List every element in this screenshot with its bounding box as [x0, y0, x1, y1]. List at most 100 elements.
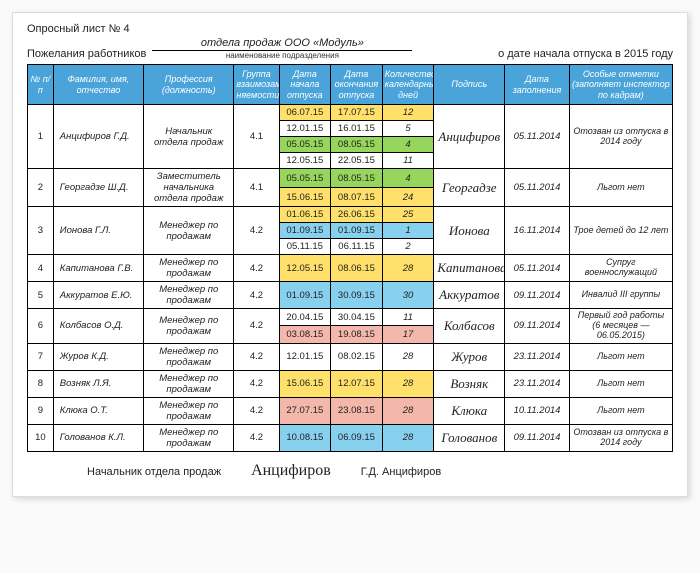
table-row: 10Голованов К.Л.Менеджер по продажам4.21…	[28, 424, 673, 451]
cell: 09.11.2014	[505, 282, 570, 309]
cell: 05.05.15	[279, 169, 331, 188]
cell: Ионова Г.Л.	[53, 207, 143, 255]
cell: 4.2	[234, 424, 279, 451]
table-row: 5Аккуратов Е.Ю.Менеджер по продажам4.201…	[28, 282, 673, 309]
table-row: 7Журов К.Д.Менеджер по продажам4.212.01.…	[28, 343, 673, 370]
cell: 08.06.15	[331, 255, 383, 282]
table-row: 9Клюка О.Т.Менеджер по продажам4.227.07.…	[28, 397, 673, 424]
cell: Георгадзе Ш.Д.	[53, 169, 143, 207]
col-pos: Профессия (должность)	[144, 65, 234, 105]
cell: Журов	[434, 343, 505, 370]
cell: 17	[382, 326, 434, 343]
cell: 4.2	[234, 282, 279, 309]
col-end: Дата окончания отпуска	[331, 65, 383, 105]
cell: 23.11.2014	[505, 343, 570, 370]
cell: 4	[28, 255, 54, 282]
cell: 12	[382, 105, 434, 121]
cell: Журов К.Д.	[53, 343, 143, 370]
cell: Ионова	[434, 207, 505, 255]
department-name: отдела продаж ООО «Модуль»	[152, 37, 412, 51]
cell: 5	[382, 121, 434, 137]
cell: 06.11.15	[331, 239, 383, 255]
cell: 17.07.15	[331, 105, 383, 121]
cell: 08.07.15	[331, 188, 383, 207]
cell: Возняк Л.Я.	[53, 370, 143, 397]
cell: 20.04.15	[279, 309, 331, 326]
cell: Колбасов	[434, 309, 505, 344]
cell: 4.1	[234, 105, 279, 169]
cell: 8	[28, 370, 54, 397]
cell: 6	[28, 309, 54, 344]
cell: Льгот нет	[569, 343, 672, 370]
cell: 12.05.15	[279, 153, 331, 169]
cell: 3	[28, 207, 54, 255]
cell: 10.11.2014	[505, 397, 570, 424]
cell: 27.07.15	[279, 397, 331, 424]
cell: Клюка О.Т.	[53, 397, 143, 424]
cell: 30.04.15	[331, 309, 383, 326]
footer-name: Г.Д. Анцифиров	[361, 466, 441, 478]
cell: Начальник отдела продаж	[144, 105, 234, 169]
footer: Начальник отдела продаж Анцифиров Г.Д. А…	[27, 462, 673, 480]
cell: 24	[382, 188, 434, 207]
cell: Отозван из отпуска в 2014 году	[569, 424, 672, 451]
cell: 12.01.15	[279, 343, 331, 370]
cell: 10	[28, 424, 54, 451]
cell: 03.08.15	[279, 326, 331, 343]
cell: 06.07.15	[279, 105, 331, 121]
cell: 22.05.15	[331, 153, 383, 169]
cell: 11	[382, 153, 434, 169]
cell: 26.06.15	[331, 207, 383, 223]
cell: Трое детей до 12 лет	[569, 207, 672, 255]
cell: 09.11.2014	[505, 424, 570, 451]
cell: 05.11.2014	[505, 169, 570, 207]
cell: 28	[382, 397, 434, 424]
cell: Голованов	[434, 424, 505, 451]
cell: Льгот нет	[569, 397, 672, 424]
cell: 30	[382, 282, 434, 309]
cell: 08.05.15	[331, 169, 383, 188]
cell: 5	[28, 282, 54, 309]
table-row: 1Анцифиров Г.Д.Начальник отдела продаж4.…	[28, 105, 673, 121]
cell: 01.06.15	[279, 207, 331, 223]
header-right: о дате начала отпуска в 2015 году	[498, 48, 673, 60]
cell: 30.09.15	[331, 282, 383, 309]
cell: 28	[382, 424, 434, 451]
col-group: Группа взаимозаме-няемости	[234, 65, 279, 105]
cell: 19.08.15	[331, 326, 383, 343]
cell: 16.11.2014	[505, 207, 570, 255]
cell: 4	[382, 169, 434, 188]
cell: 10.08.15	[279, 424, 331, 451]
cell: 09.11.2014	[505, 309, 570, 344]
table-row: 8Возняк Л.Я.Менеджер по продажам4.215.06…	[28, 370, 673, 397]
cell: 4.1	[234, 169, 279, 207]
vacation-table: № п/п Фамилия, имя, отчество Профессия (…	[27, 64, 673, 452]
cell: Голованов К.Л.	[53, 424, 143, 451]
cell: 28	[382, 255, 434, 282]
cell: 9	[28, 397, 54, 424]
cell: Менеджер по продажам	[144, 397, 234, 424]
table-row: 4Капитанова Г.В.Менеджер по продажам4.21…	[28, 255, 673, 282]
cell: 01.09.15	[279, 282, 331, 309]
cell: 15.06.15	[279, 188, 331, 207]
cell: 05.05.15	[279, 137, 331, 153]
cell: Анцифиров	[434, 105, 505, 169]
cell: Георгадзе	[434, 169, 505, 207]
cell: 28	[382, 370, 434, 397]
cell: 25	[382, 207, 434, 223]
cell: Менеджер по продажам	[144, 370, 234, 397]
cell: Клюка	[434, 397, 505, 424]
cell: Супруг военнослужащий	[569, 255, 672, 282]
cell: 12.05.15	[279, 255, 331, 282]
cell: 05.11.15	[279, 239, 331, 255]
cell: 11	[382, 309, 434, 326]
header-line2: Пожелания работников отдела продаж ООО «…	[27, 37, 673, 60]
cell: Отозван из отпуска в 2014 году	[569, 105, 672, 169]
col-sign: Подпись	[434, 65, 505, 105]
cell: Менеджер по продажам	[144, 343, 234, 370]
cell: Капитанова	[434, 255, 505, 282]
cell: Менеджер по продажам	[144, 424, 234, 451]
cell: Льгот нет	[569, 370, 672, 397]
cell: 2	[28, 169, 54, 207]
table-row: 3Ионова Г.Л.Менеджер по продажам4.201.06…	[28, 207, 673, 223]
